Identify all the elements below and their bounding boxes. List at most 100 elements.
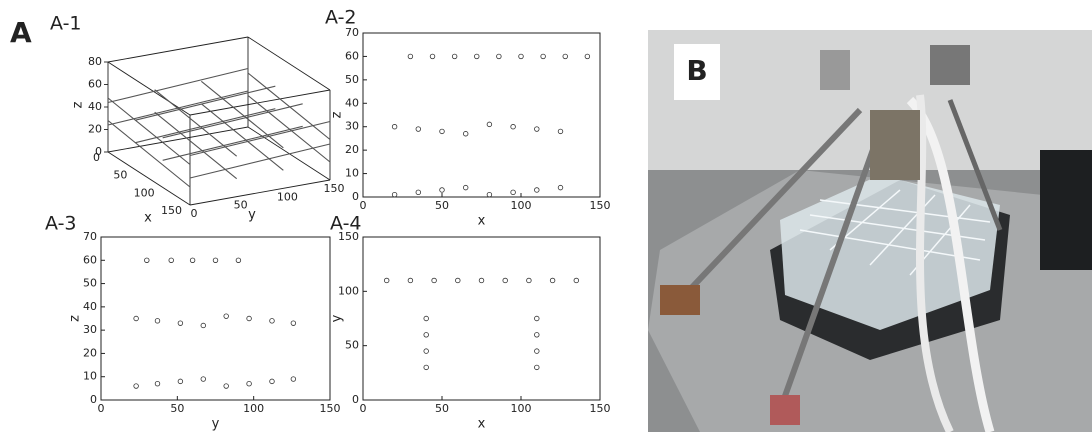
point bbox=[518, 53, 524, 60]
grid-line bbox=[247, 72, 331, 140]
point bbox=[557, 128, 564, 135]
y-tick-label: 10 bbox=[83, 370, 97, 383]
y-tick-label: 60 bbox=[345, 49, 359, 62]
y-tick-label: 150 bbox=[338, 230, 359, 243]
x-axis-label: x bbox=[478, 214, 486, 229]
point bbox=[407, 277, 414, 284]
plot-frame bbox=[100, 236, 331, 401]
panel-title: A-1 bbox=[50, 13, 82, 35]
x-tick-label: 0 bbox=[98, 402, 105, 415]
point bbox=[154, 381, 161, 387]
point bbox=[429, 53, 436, 60]
point bbox=[177, 320, 184, 326]
point bbox=[246, 381, 252, 387]
point bbox=[423, 315, 429, 322]
grid-line bbox=[154, 111, 238, 180]
point bbox=[423, 364, 429, 371]
point bbox=[423, 348, 429, 354]
grid-line bbox=[200, 103, 284, 171]
grid-line bbox=[135, 108, 276, 144]
point bbox=[246, 315, 252, 322]
point bbox=[235, 257, 242, 263]
point bbox=[562, 53, 568, 60]
x-tick-label: 0 bbox=[360, 199, 367, 212]
y-tick-label: 10 bbox=[345, 167, 359, 180]
y-axis-label: z bbox=[68, 315, 83, 322]
point bbox=[439, 187, 445, 193]
point bbox=[540, 53, 546, 60]
point bbox=[200, 376, 206, 382]
point bbox=[415, 189, 421, 196]
point bbox=[573, 277, 579, 284]
y-tick-label: 0 bbox=[90, 393, 97, 406]
y-tick-label: 20 bbox=[345, 143, 359, 156]
grid-line bbox=[189, 120, 331, 157]
point bbox=[168, 257, 174, 263]
box-edge bbox=[107, 36, 249, 63]
point bbox=[474, 53, 480, 60]
grid-line bbox=[135, 85, 276, 121]
y-tick-label: 40 bbox=[83, 300, 97, 313]
x-tick-label: 150 bbox=[161, 204, 182, 217]
grid-line bbox=[162, 103, 303, 139]
point bbox=[439, 128, 445, 135]
panel-title: A-3 bbox=[45, 213, 77, 235]
photo: B bbox=[648, 30, 1092, 432]
point bbox=[510, 189, 516, 196]
y-axis-label: y bbox=[330, 314, 345, 322]
y-tick-label: 0 bbox=[191, 207, 198, 220]
y-tick-label: 50 bbox=[345, 73, 359, 86]
y-tick-label: 30 bbox=[345, 120, 359, 133]
point bbox=[486, 121, 493, 128]
y-tick-label: 70 bbox=[345, 26, 359, 39]
y-tick-label: 50 bbox=[345, 339, 359, 352]
point bbox=[415, 126, 421, 132]
point bbox=[133, 315, 139, 322]
x-tick-label: 50 bbox=[435, 199, 449, 212]
x-axis-label: x bbox=[144, 211, 152, 226]
box-edge bbox=[107, 151, 191, 206]
point bbox=[391, 124, 398, 130]
y-tick-label: 30 bbox=[83, 323, 97, 336]
point bbox=[584, 53, 591, 60]
grid-line bbox=[107, 97, 191, 165]
z-tick-label: 60 bbox=[88, 78, 102, 91]
box-edge bbox=[189, 179, 331, 206]
x-tick-label: 0 bbox=[360, 402, 367, 415]
point bbox=[384, 277, 390, 284]
point bbox=[154, 318, 161, 324]
point bbox=[290, 376, 297, 382]
grid-line bbox=[200, 80, 284, 149]
y-tick-label: 100 bbox=[277, 190, 298, 203]
point bbox=[223, 313, 229, 319]
x-tick-label: 100 bbox=[511, 199, 532, 212]
y-tick-label: 0 bbox=[352, 393, 359, 406]
point bbox=[463, 131, 469, 137]
x-tick-label: 100 bbox=[511, 402, 532, 415]
point bbox=[534, 315, 540, 322]
z-tick-label: 80 bbox=[88, 55, 102, 68]
y-tick-label: 150 bbox=[324, 182, 345, 195]
z-tick-label: 0 bbox=[95, 145, 102, 158]
grid-line bbox=[189, 143, 331, 179]
grid-line bbox=[107, 67, 249, 104]
point bbox=[549, 277, 556, 284]
x-tick-label: 50 bbox=[170, 402, 184, 415]
point bbox=[557, 184, 564, 191]
point bbox=[223, 383, 229, 389]
point bbox=[431, 277, 437, 284]
point bbox=[455, 277, 461, 284]
y-tick-label: 40 bbox=[345, 96, 359, 109]
z-axis-label: z bbox=[71, 101, 86, 108]
grid-line bbox=[247, 95, 331, 163]
y-axis-label: z bbox=[330, 111, 345, 118]
point bbox=[478, 277, 485, 284]
panel-title: A-4 bbox=[330, 213, 362, 235]
point bbox=[463, 184, 469, 191]
y-tick-label: 0 bbox=[352, 190, 359, 203]
point bbox=[534, 187, 540, 193]
point bbox=[407, 53, 414, 60]
x-tick-label: 50 bbox=[435, 402, 449, 415]
x-tick-label: 0 bbox=[93, 151, 100, 164]
plot-frame bbox=[362, 236, 601, 401]
